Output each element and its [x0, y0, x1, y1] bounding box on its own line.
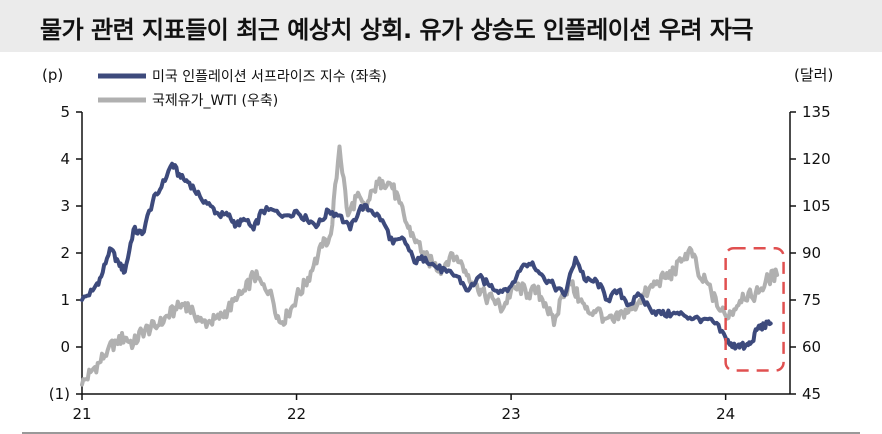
left-tick-label: 3: [60, 197, 70, 215]
x-tick-label: 22: [287, 405, 306, 423]
highlight-box: [724, 247, 785, 372]
right-tick-label: 60: [802, 338, 821, 356]
right-tick-label: 90: [802, 244, 821, 262]
title-bar: 물가 관련 지표들이 최근 예상치 상회. 유가 상승도 인플레이션 우려 자극: [0, 0, 882, 52]
left-tick-label: 5: [60, 103, 70, 121]
right-axis-unit: (달러): [794, 66, 833, 84]
x-tick-label: 21: [72, 405, 91, 423]
series-line-wti: [80, 144, 780, 387]
x-tick-label: 23: [502, 405, 521, 423]
legend-label-wti: 국제유가_WTI (우축): [152, 93, 278, 109]
left-tick-label: 2: [60, 244, 70, 262]
left-tick-label: (1): [49, 385, 70, 403]
right-tick-label: 120: [802, 150, 831, 168]
left-tick-label: 1: [60, 291, 70, 309]
left-tick-label: 4: [60, 150, 70, 168]
right-tick-label: 45: [802, 385, 821, 403]
left-axis-unit: (p): [42, 66, 63, 84]
right-tick-label: 105: [802, 197, 831, 215]
series-line-inflation-surprise: [80, 161, 773, 351]
x-tick-label: 24: [716, 405, 735, 423]
chart-title: 물가 관련 지표들이 최근 예상치 상회. 유가 상승도 인플레이션 우려 자극: [40, 16, 754, 44]
legend-label-surprise: 미국 인플레이션 서프라이즈 지수 (좌축): [152, 69, 387, 85]
right-tick-label: 75: [802, 291, 821, 309]
left-tick-label: 0: [60, 338, 70, 356]
right-tick-label: 135: [802, 103, 831, 121]
